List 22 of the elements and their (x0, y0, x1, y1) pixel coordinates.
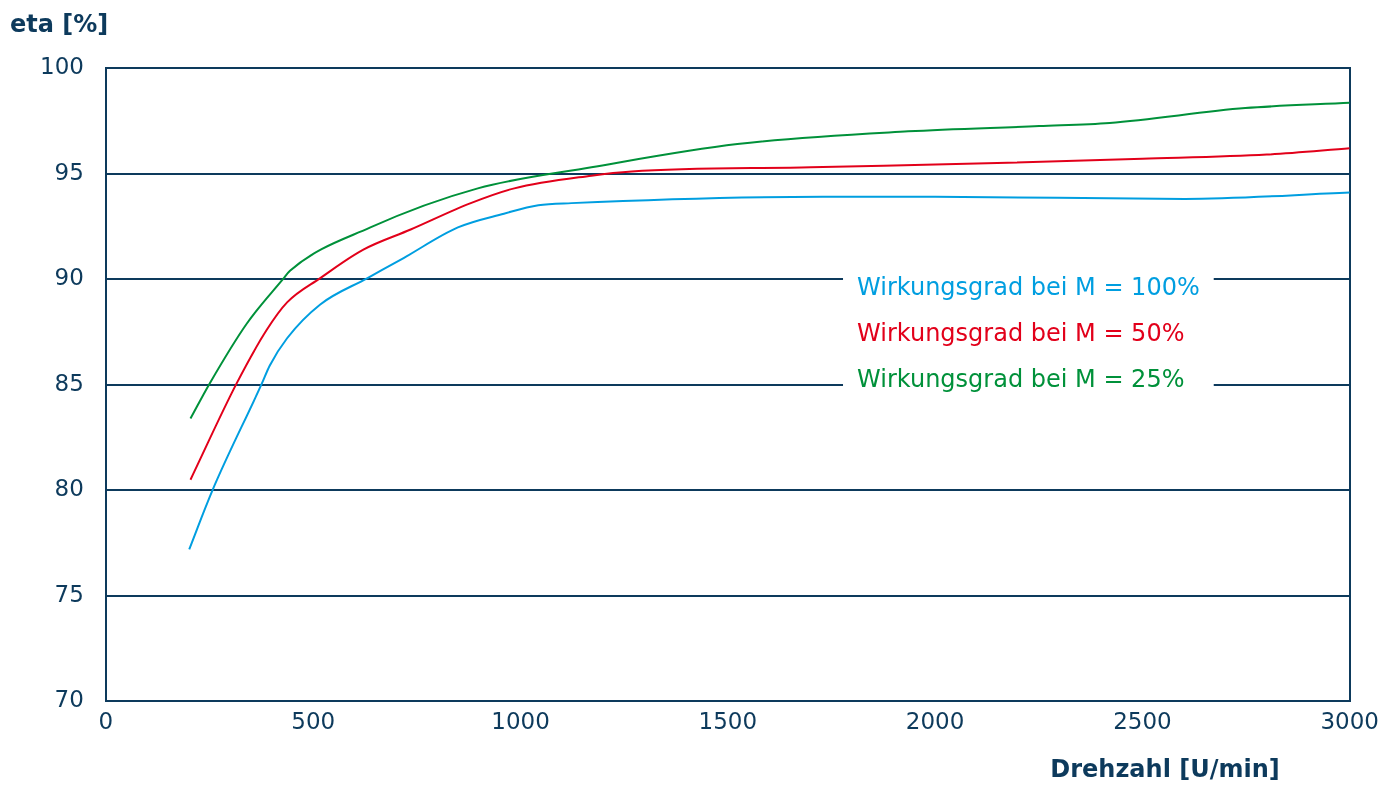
y-tick-label: 70 (54, 686, 84, 713)
x-tick-label: 1500 (698, 708, 758, 735)
line-series (188, 191, 1350, 551)
y-axis-title: eta [%] (10, 10, 109, 39)
y-tick-label: 95 (54, 158, 84, 185)
line-series (189, 147, 1350, 481)
x-tick-label: 2500 (1113, 708, 1172, 735)
x-axis-title: Drehzahl [U/min] (1050, 755, 1280, 784)
text: Wirkungsgrad bei M = 25% (857, 364, 1185, 393)
text: Wirkungsgrad bei M = 100% (857, 272, 1200, 301)
y-tick-label: 85 (54, 369, 84, 396)
text: Wirkungsgrad bei M = 50% (857, 318, 1185, 347)
y-tick-label: 100 (39, 52, 84, 79)
line-series (189, 101, 1350, 420)
x-tick-label: 500 (291, 708, 336, 735)
y-tick-label: 90 (54, 264, 84, 291)
y-tick-label: 75 (54, 580, 84, 607)
x-tick-label: 3000 (1320, 708, 1380, 735)
x-tick-label: 1000 (491, 708, 550, 735)
x-tick-label: 2000 (905, 708, 965, 735)
y-tick-label: 80 (54, 475, 84, 502)
x-tick-label: 0 (98, 708, 114, 735)
